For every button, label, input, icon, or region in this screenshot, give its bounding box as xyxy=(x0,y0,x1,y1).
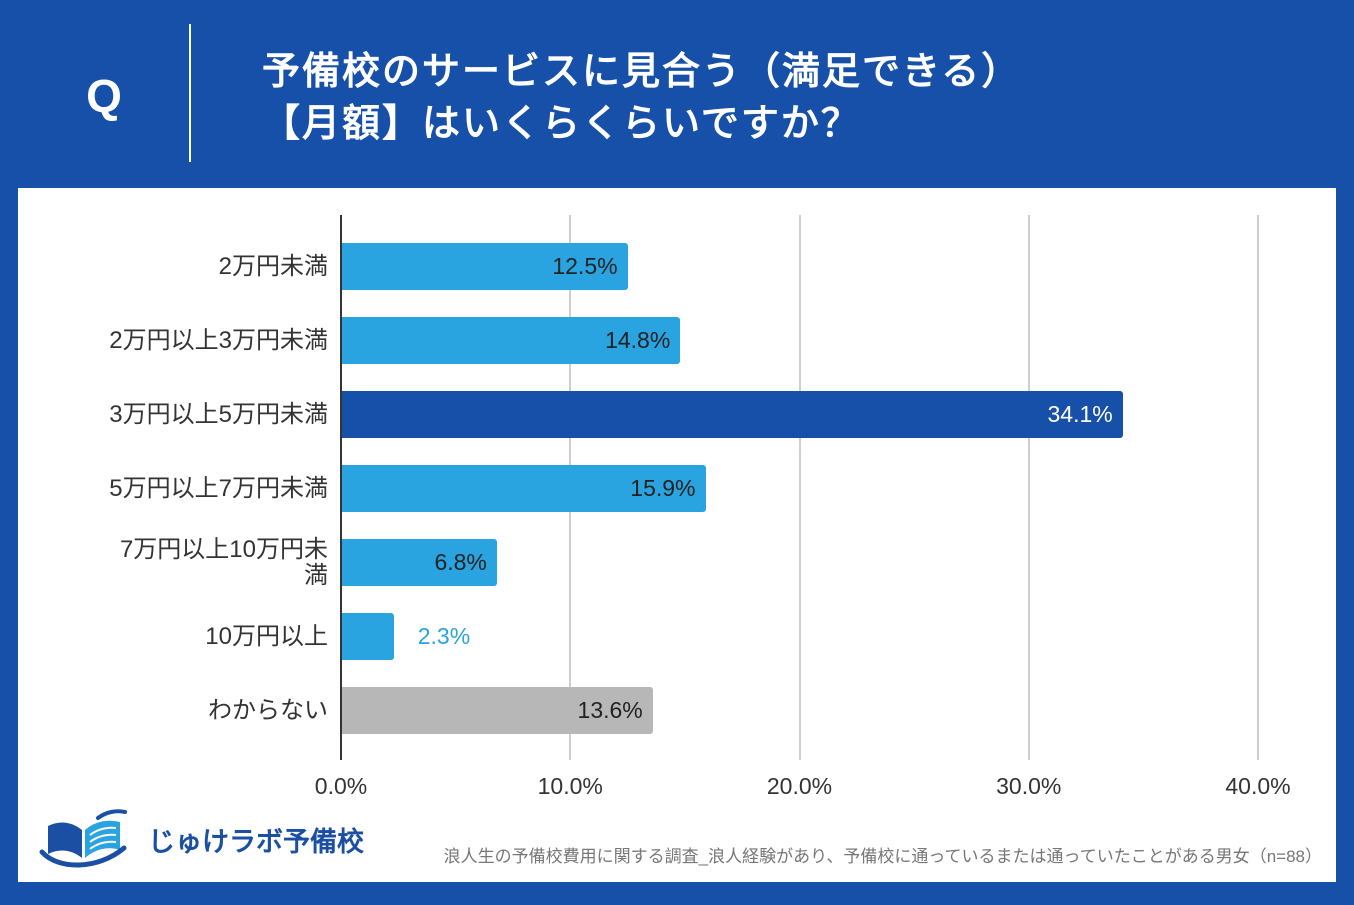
bar xyxy=(341,391,1123,438)
bar xyxy=(341,243,628,290)
gridline xyxy=(1027,215,1030,760)
bar xyxy=(341,317,681,364)
bar xyxy=(341,465,706,512)
x-tick-label: 40.0% xyxy=(1225,773,1291,799)
chart-panel: 0.0% 10.0% 20.0% 30.0% 40.0% 12.5% 2万円未満 14.8% 2… xyxy=(18,188,1336,882)
question-title: 予備校のサービスに見合う（満足できる） 【月額】はいくらくらいですか？ xyxy=(262,46,1322,150)
x-tick-label: 30.0% xyxy=(996,773,1062,799)
category-label: 2万円未満 xyxy=(218,252,328,280)
x-tick-label: 0.0% xyxy=(314,773,368,799)
gridline xyxy=(1257,215,1259,760)
category-label: 5万円以上7万円未満 xyxy=(109,474,328,502)
category-label: 7万円以上10万円未満 xyxy=(119,535,328,589)
question-mark-label: Q xyxy=(86,70,122,122)
x-tick-label: 10.0% xyxy=(537,773,603,799)
bar-value-label: 15.9% xyxy=(630,475,696,501)
bar-value-label: 13.6% xyxy=(577,697,643,723)
bar-value-label: 2.3% xyxy=(417,623,471,649)
gridline xyxy=(798,215,801,760)
header-divider xyxy=(189,24,191,162)
category-label: 2万円以上3万円未満 xyxy=(109,326,328,354)
category-label: 3万円以上5万円未満 xyxy=(109,400,328,428)
bar xyxy=(341,687,653,734)
bar xyxy=(341,613,394,660)
y-axis-line xyxy=(340,215,342,760)
bar xyxy=(341,539,497,586)
bar-value-label: 12.5% xyxy=(552,253,618,279)
category-label: 10万円以上 xyxy=(205,622,328,650)
logo: じゅけラボ予備校 xyxy=(38,808,378,868)
bar-value-label: 34.1% xyxy=(1047,401,1113,427)
question-title-line-1: 予備校のサービスに見合う（満足できる） xyxy=(262,51,1022,93)
survey-footnote: 浪人生の予備校費用に関する調査_浪人経験があり、予備校に通っているまたは通ってい… xyxy=(443,847,1322,866)
bar-value-label: 6.8% xyxy=(434,549,487,575)
category-label: わからない xyxy=(208,696,328,724)
question-title-line-2: 【月額】はいくらくらいですか？ xyxy=(262,103,861,145)
logo-text: じゅけラボ予備校 xyxy=(148,827,364,857)
bar-value-label: 14.8% xyxy=(605,327,671,353)
x-tick-label: 20.0% xyxy=(766,773,833,799)
book-icon xyxy=(39,809,127,868)
bar-chart: 0.0% 10.0% 20.0% 30.0% 40.0% 12.5% 2万円未満 14.8% 2… xyxy=(18,188,1336,803)
